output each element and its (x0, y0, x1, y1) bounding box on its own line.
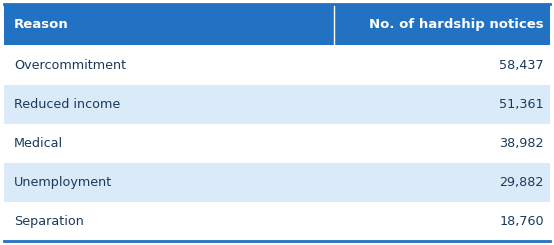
Bar (4, 124, 550, 163)
Text: 58,437: 58,437 (499, 59, 544, 72)
Bar (4, 4, 550, 46)
Text: 51,361: 51,361 (499, 98, 544, 111)
Text: Reduced income: Reduced income (14, 98, 120, 111)
Bar (4, 163, 550, 202)
Text: Medical: Medical (14, 137, 63, 150)
Text: 38,982: 38,982 (500, 137, 544, 150)
Bar (4, 46, 550, 85)
Bar (4, 85, 550, 124)
Text: No. of hardship notices: No. of hardship notices (370, 18, 544, 31)
Text: Unemployment: Unemployment (14, 176, 112, 189)
Text: 18,760: 18,760 (499, 215, 544, 228)
Text: Reason: Reason (14, 18, 69, 31)
Text: 29,882: 29,882 (500, 176, 544, 189)
Text: Separation: Separation (14, 215, 84, 228)
Bar (4, 202, 550, 241)
Text: Overcommitment: Overcommitment (14, 59, 126, 72)
